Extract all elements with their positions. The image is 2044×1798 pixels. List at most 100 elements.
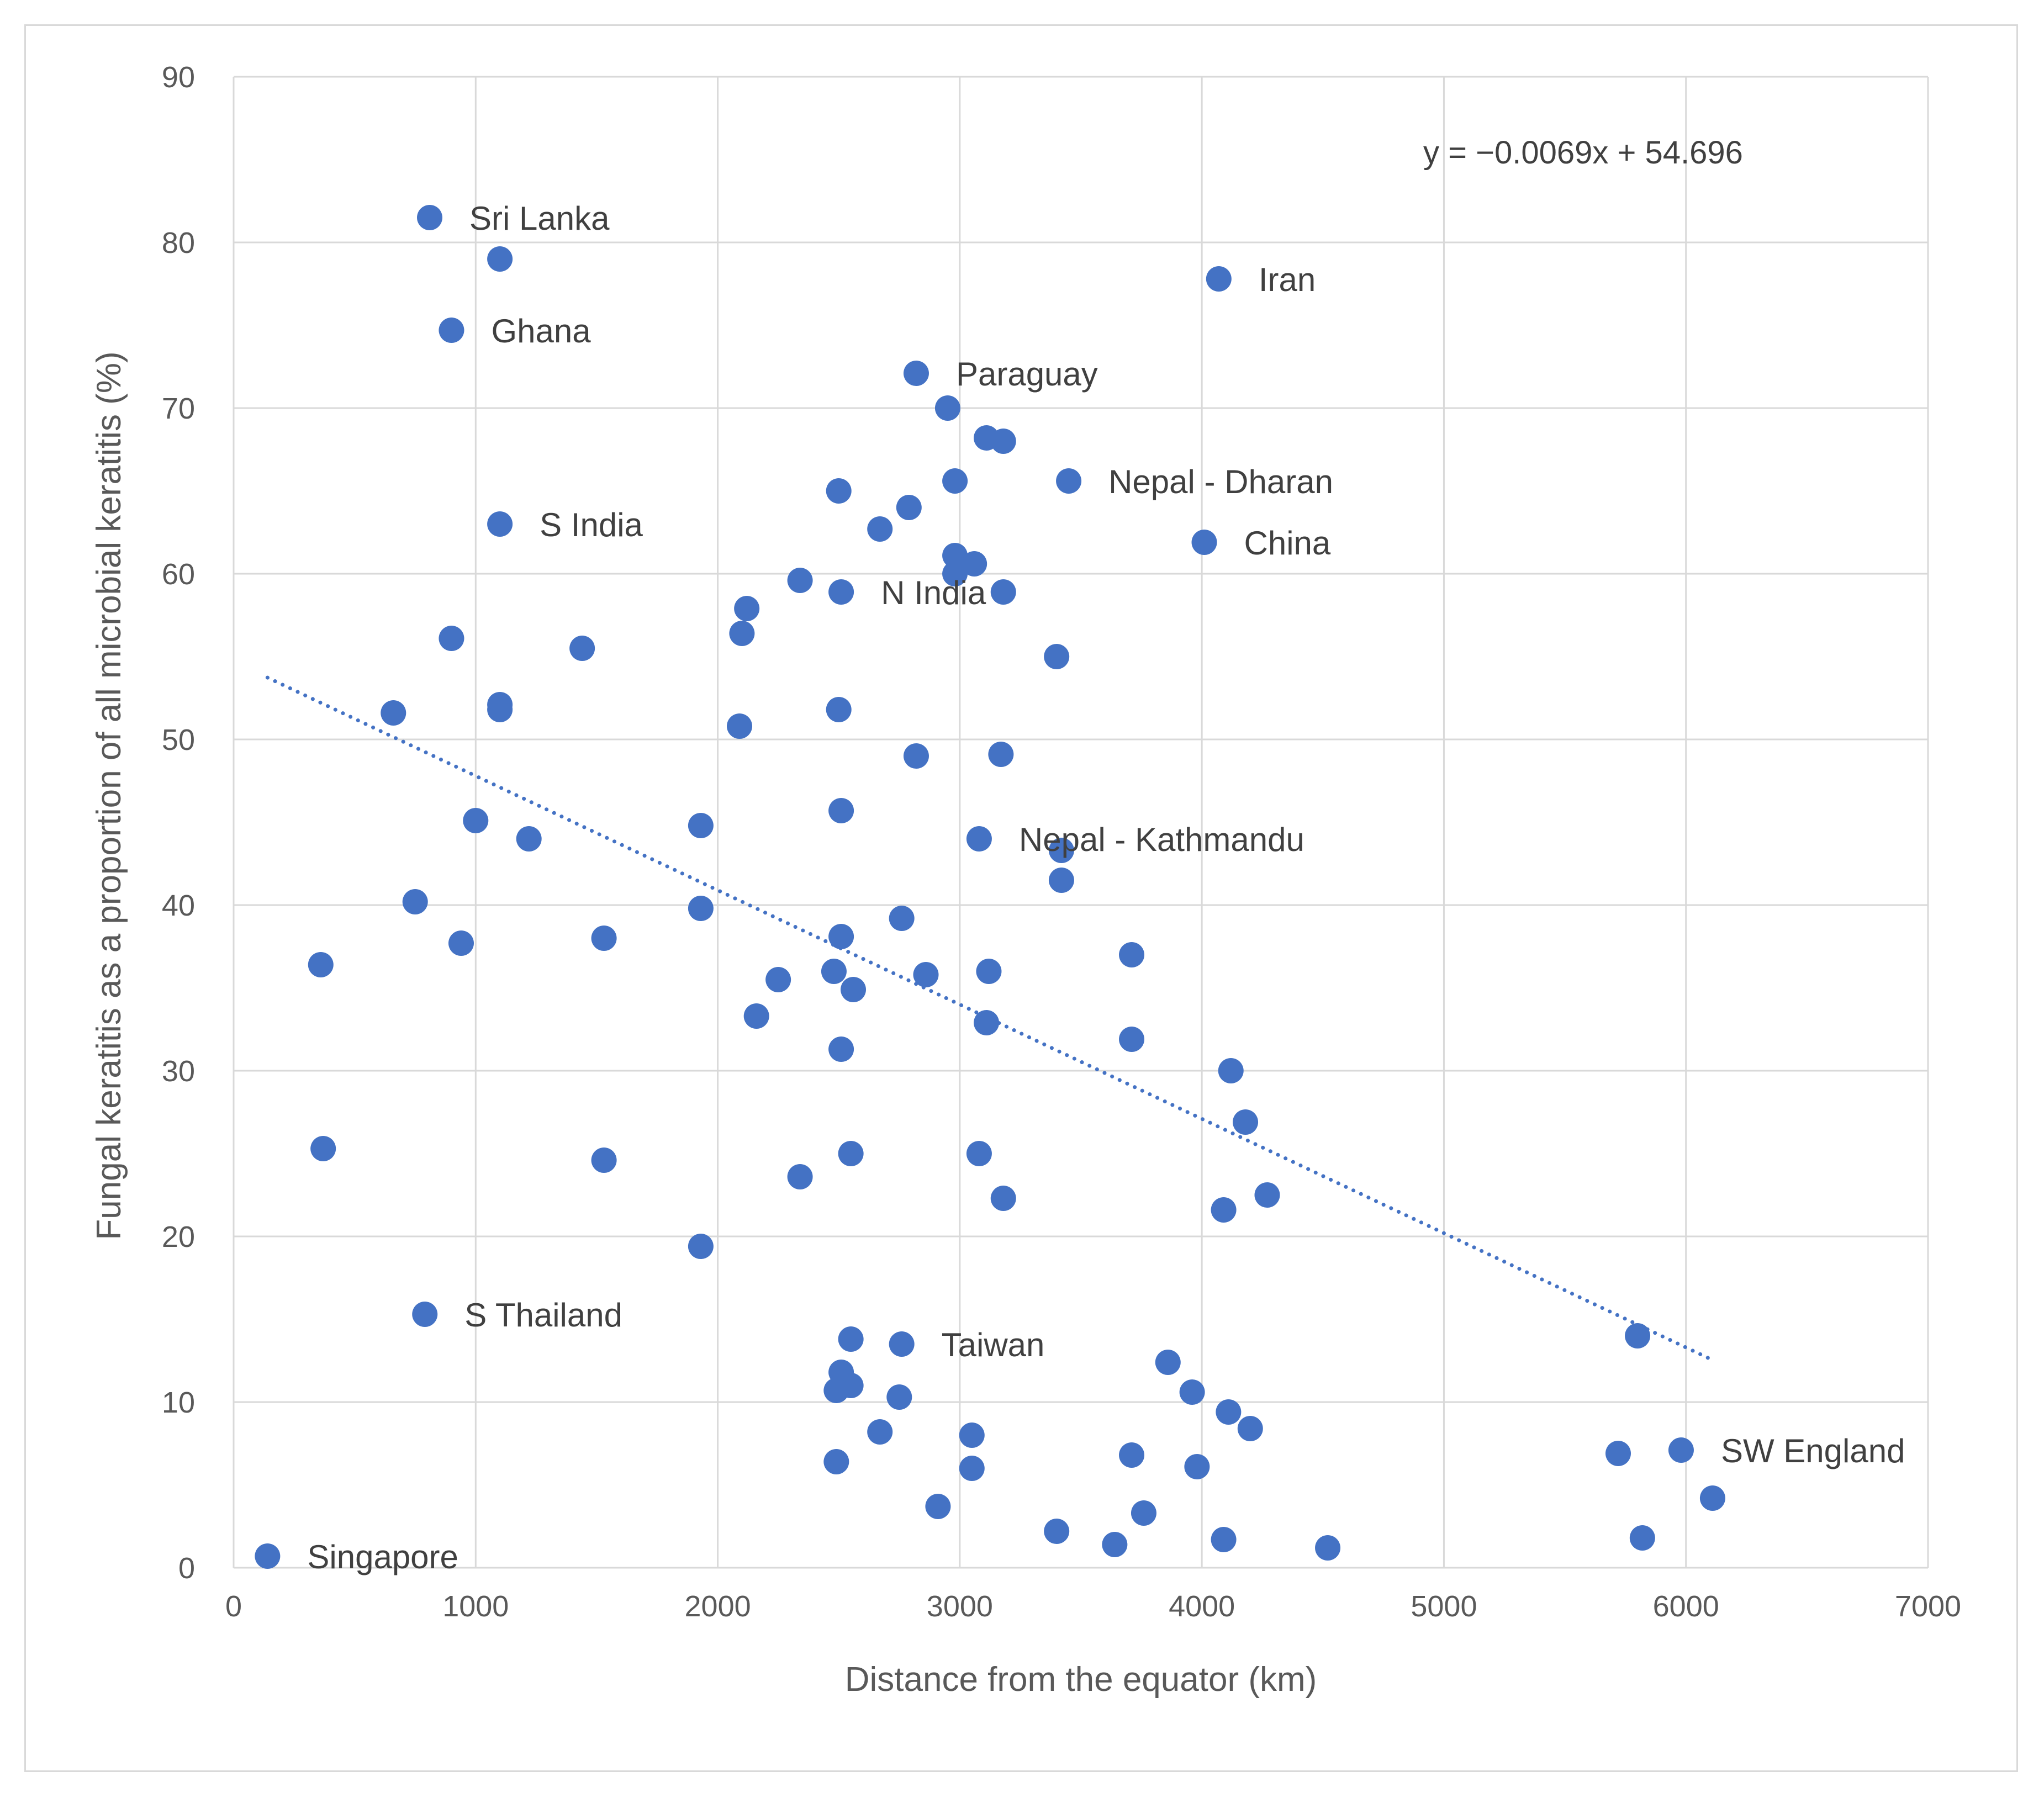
data-point: [959, 1422, 985, 1448]
data-point: [988, 742, 1014, 767]
point-label: China: [1244, 525, 1331, 562]
data-point: [487, 697, 513, 722]
data-point: [903, 361, 929, 386]
data-point: [787, 1164, 813, 1189]
point-label: S India: [540, 506, 643, 543]
data-point: [896, 495, 922, 520]
data-point: [381, 700, 406, 726]
data-point: [1119, 942, 1145, 967]
data-point: [1668, 1437, 1694, 1463]
data-point: [889, 1331, 915, 1357]
tick-labels: 0 10 20 30 40 50 60 70 80 90 0 1000 2000 3000 4000 5000…: [162, 61, 1961, 1623]
data-point: [974, 1010, 1000, 1035]
data-point: [826, 697, 852, 722]
data-point: [841, 977, 867, 1002]
point-label: Paraguay: [956, 356, 1098, 393]
point-label: Nepal - Dharan: [1108, 463, 1333, 500]
data-point: [1048, 838, 1074, 863]
data-point: [1254, 1182, 1280, 1208]
data-point: [591, 1147, 617, 1173]
data-point: [310, 1136, 336, 1161]
data-point: [743, 1003, 769, 1029]
data-point: [966, 826, 992, 852]
data-point: [1625, 1323, 1651, 1348]
data-point: [487, 246, 513, 272]
data-point: [1233, 1109, 1259, 1135]
data-point: [1155, 1350, 1181, 1375]
data-point: [966, 1141, 992, 1166]
chart-frame: 0 10 20 30 40 50 60 70 80 90 0 1000 2000 3000 4000 5000…: [24, 24, 2018, 1772]
data-point: [828, 798, 854, 823]
data-point: [1044, 1519, 1070, 1544]
data-point: [688, 813, 714, 838]
data-point: [828, 579, 854, 605]
y-tick-label: 70: [162, 392, 195, 425]
data-point: [990, 1186, 1016, 1211]
data-points: [255, 205, 1725, 1569]
point-label: Iran: [1259, 261, 1316, 298]
data-point: [729, 621, 755, 646]
data-point: [487, 511, 513, 537]
data-point: [463, 808, 489, 833]
data-point: [838, 1326, 864, 1352]
data-point: [1044, 644, 1070, 669]
x-tick-label: 1000: [442, 1590, 509, 1623]
data-point: [1211, 1197, 1237, 1223]
data-point: [886, 1384, 912, 1410]
y-tick-label: 30: [162, 1055, 195, 1088]
point-label: Ghana: [491, 313, 591, 350]
data-point: [1191, 530, 1217, 555]
point-label: Sri Lanka: [469, 200, 610, 237]
point-label: Nepal - Kathmandu: [1019, 821, 1304, 858]
y-tick-label: 90: [162, 61, 195, 94]
point-label: SW England: [1721, 1432, 1905, 1469]
data-point: [688, 1234, 714, 1259]
point-label: N India: [881, 574, 986, 611]
data-point: [826, 478, 852, 504]
point-labels: Singapore Sri Lanka Ghana S India Iran Paragu…: [307, 200, 1905, 1575]
data-point: [591, 926, 617, 951]
data-point: [959, 1456, 985, 1481]
data-point: [913, 962, 939, 987]
data-point: [417, 205, 443, 230]
y-tick-label: 40: [162, 889, 195, 922]
data-point: [1102, 1532, 1128, 1557]
data-point: [976, 959, 1002, 984]
data-point: [1699, 1485, 1725, 1511]
y-tick-label: 60: [162, 558, 195, 591]
data-point: [1218, 1058, 1244, 1083]
data-point: [787, 568, 813, 593]
data-point: [962, 551, 987, 577]
scatter-chart: 0 10 20 30 40 50 60 70 80 90 0 1000 2000 3000 4000 5000…: [90, 61, 1961, 1699]
data-point: [1206, 266, 1232, 292]
data-point: [516, 826, 542, 852]
data-point: [1605, 1441, 1631, 1466]
y-tick-label: 50: [162, 723, 195, 757]
y-tick-label: 0: [178, 1552, 195, 1585]
data-point: [1119, 1442, 1145, 1468]
data-point: [942, 543, 968, 568]
data-point: [867, 516, 893, 542]
point-label: Taiwan: [942, 1326, 1045, 1363]
data-point: [439, 318, 464, 343]
data-point: [765, 967, 791, 992]
y-tick-label: 80: [162, 226, 195, 260]
data-point: [990, 579, 1016, 605]
data-point: [1056, 468, 1082, 494]
data-point: [942, 561, 968, 586]
point-label: Singapore: [307, 1538, 458, 1575]
data-point: [308, 952, 334, 977]
data-point: [448, 930, 474, 956]
data-point: [1048, 868, 1074, 893]
data-point: [1315, 1535, 1341, 1561]
trendline-equation: y = −0.0069x + 54.696: [1423, 135, 1743, 171]
y-tick-label: 10: [162, 1386, 195, 1419]
data-point: [1131, 1500, 1156, 1526]
data-point: [1629, 1525, 1655, 1551]
x-axis-title: Distance from the equator (km): [845, 1660, 1317, 1699]
data-point: [1184, 1454, 1210, 1479]
data-point: [412, 1302, 438, 1327]
x-tick-label: 2000: [685, 1590, 751, 1623]
point-label: S Thailand: [464, 1297, 622, 1334]
data-point: [734, 596, 760, 621]
